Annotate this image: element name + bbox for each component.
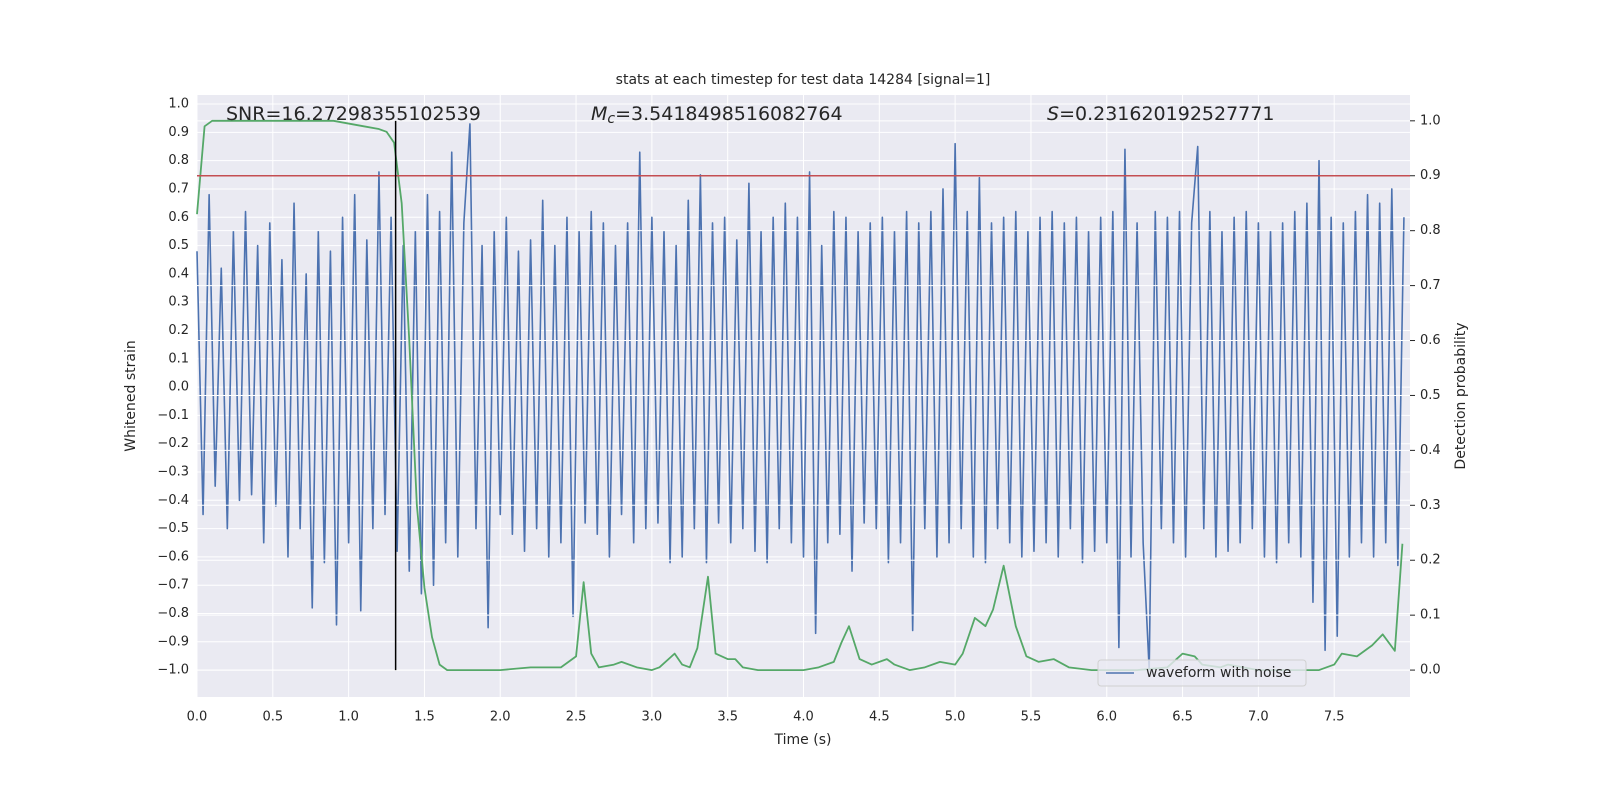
- x-tick-label: 4.0: [793, 710, 814, 725]
- y2-tick-label: 0.6: [1420, 333, 1441, 348]
- y-tick-label: −0.3: [157, 464, 189, 479]
- x-axis-label: Time (s): [774, 732, 832, 748]
- chart-title: stats at each timestep for test data 142…: [616, 72, 991, 88]
- y-tick-label: −0.4: [157, 493, 189, 508]
- x-tick-label: 5.5: [1021, 710, 1042, 725]
- annotation-text: SNR=16.27298355102539: [226, 103, 481, 125]
- y2-tick-label: 1.0: [1420, 113, 1441, 128]
- annotation-text: =0.231620192527771: [1059, 103, 1274, 125]
- y2-tick-label: 0.5: [1420, 388, 1441, 403]
- x-tick-label: 2.5: [566, 710, 587, 725]
- y-tick-label: −0.2: [157, 436, 189, 451]
- x-tick-label: 3.5: [717, 710, 738, 725]
- y2-tick-label: 0.0: [1420, 663, 1441, 678]
- y-tick-label: 0.2: [168, 323, 189, 338]
- y-tick-label: 0.1: [168, 351, 189, 366]
- annotation: S=0.231620192527771: [1047, 103, 1274, 125]
- x-tick-label: 1.5: [414, 710, 435, 725]
- y2-tick-label: 0.7: [1420, 278, 1441, 293]
- y-tick-label: −0.5: [157, 521, 189, 536]
- x-tick-label: 2.0: [490, 710, 511, 725]
- annotation: SNR=16.27298355102539: [226, 103, 481, 125]
- x-tick-label: 0.5: [262, 710, 283, 725]
- y-tick-label: 0.3: [168, 295, 189, 310]
- y-tick-label: 0.7: [168, 181, 189, 196]
- y2-tick-label: 0.8: [1420, 223, 1441, 238]
- y-axis-label: Whitened strain: [123, 340, 139, 451]
- probability-line: [196, 119, 1404, 671]
- y-tick-label: −0.9: [157, 634, 189, 649]
- y2-tick-label: 0.2: [1420, 553, 1441, 568]
- y2-tick-label: 0.1: [1420, 608, 1441, 623]
- y2-tick-label: 0.4: [1420, 443, 1441, 458]
- y-tick-label: −1.0: [157, 663, 189, 678]
- x-tick-label: 6.0: [1096, 710, 1117, 725]
- legend-box: [1097, 659, 1307, 687]
- annotation-text: =3.5418498516082764: [615, 103, 842, 125]
- x-tick-label: 5.0: [945, 710, 966, 725]
- x-tick-label: 4.5: [869, 710, 890, 725]
- annotation-symbol: M: [591, 103, 607, 125]
- waveform-line: [196, 123, 1405, 671]
- annotation: Mc=3.5418498516082764: [591, 103, 843, 128]
- y-tick-label: 1.0: [168, 97, 189, 112]
- x-tick-label: 6.5: [1172, 710, 1193, 725]
- y-tick-label: −0.8: [157, 606, 189, 621]
- x-tick-label: 0.0: [187, 710, 208, 725]
- y2-tick-label: 0.9: [1420, 168, 1441, 183]
- x-tick-label: 7.5: [1324, 710, 1345, 725]
- y-tick-label: 0.8: [168, 153, 189, 168]
- y-tick-label: −0.6: [157, 549, 189, 564]
- y-tick-label: 0.4: [168, 266, 189, 281]
- x-tick-label: 3.0: [642, 710, 663, 725]
- legend-label: waveform with noise: [1146, 665, 1291, 681]
- x-tick-label: 1.0: [338, 710, 359, 725]
- y-tick-label: −0.7: [157, 578, 189, 593]
- annotation-symbol: S: [1047, 103, 1059, 125]
- y-tick-label: 0.0: [168, 380, 189, 395]
- y2-axis-label: Detection probability: [1453, 322, 1469, 469]
- y-tick-label: 0.6: [168, 210, 189, 225]
- y-tick-label: 0.9: [168, 125, 189, 140]
- y-tick-label: −0.1: [157, 408, 189, 423]
- y2-tick-label: 0.3: [1420, 498, 1441, 513]
- annotation-subscript: c: [607, 111, 615, 127]
- y-tick-label: 0.5: [168, 238, 189, 253]
- x-tick-label: 7.0: [1248, 710, 1269, 725]
